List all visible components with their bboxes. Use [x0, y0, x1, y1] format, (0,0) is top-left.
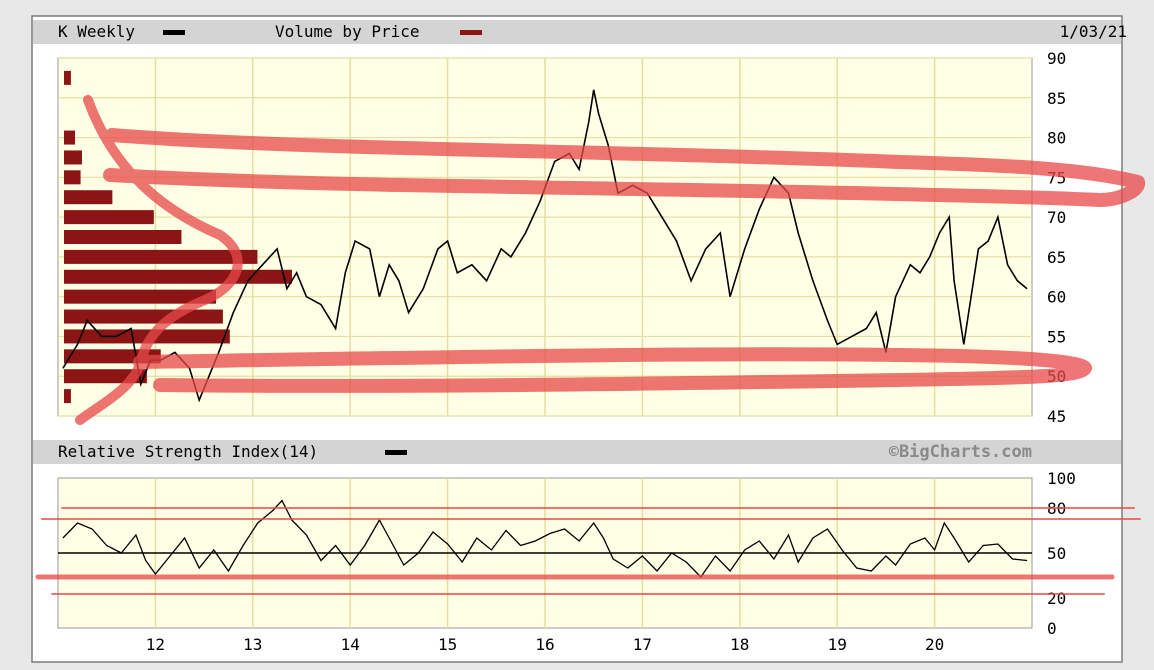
watermark: ©BigCharts.com	[889, 442, 1032, 462]
rsi-legend-swatch	[385, 450, 407, 455]
rsi-header-bar	[33, 440, 1121, 464]
symbol-label: K Weekly	[58, 22, 135, 41]
price-tick-label: 60	[1047, 288, 1066, 307]
vbp-bar	[64, 289, 216, 304]
rsi-tick-label: 50	[1047, 544, 1066, 563]
price-tick-label: 45	[1047, 407, 1066, 426]
x-tick-label: 17	[633, 635, 652, 654]
price-tick-label: 55	[1047, 327, 1066, 346]
volume-profile-outline	[75, 95, 243, 425]
rsi-line	[62, 499, 1028, 579]
x-axis: 12 13 14 15 16 17 18 19 20	[146, 635, 944, 654]
vbp-bar	[64, 70, 71, 85]
vbp-bar	[64, 150, 82, 165]
price-tick-label: 90	[1047, 49, 1066, 68]
vbp-bar	[64, 389, 71, 404]
rsi-label: Relative Strength Index(14)	[58, 442, 318, 461]
chart-date: 1/03/21	[1060, 22, 1127, 41]
x-tick-label: 20	[925, 635, 944, 654]
rsi-tick-label: 100	[1047, 469, 1076, 488]
x-tick-label: 16	[535, 635, 554, 654]
resistance-band-upper	[103, 128, 1145, 207]
vbp-bar	[64, 130, 76, 145]
x-tick-label: 14	[341, 635, 360, 654]
x-tick-label: 19	[828, 635, 847, 654]
price-legend-swatch	[163, 30, 185, 35]
price-tick-label: 70	[1047, 208, 1066, 227]
x-tick-label: 12	[146, 635, 165, 654]
x-tick-label: 15	[438, 635, 457, 654]
support-band-lower	[133, 347, 1092, 393]
x-tick-label: 13	[243, 635, 262, 654]
vbp-bar	[64, 190, 113, 205]
vbp-bar	[64, 249, 258, 264]
vbp-bar	[64, 230, 182, 244]
rsi-tick-label: 0	[1047, 619, 1057, 638]
x-tick-label: 18	[730, 635, 749, 654]
header-bar	[33, 20, 1121, 44]
vbp-bar	[64, 269, 292, 284]
vbp-label: Volume by Price	[275, 22, 420, 41]
vbp-bar	[64, 210, 154, 225]
price-tick-label: 65	[1047, 248, 1066, 267]
annotation-marks	[35, 95, 1145, 595]
price-tick-label: 85	[1047, 89, 1066, 108]
price-tick-label: 80	[1047, 129, 1066, 148]
vbp-bar	[64, 170, 81, 185]
vbp-legend-swatch	[460, 30, 482, 35]
rsi-tick-label: 20	[1047, 589, 1066, 608]
